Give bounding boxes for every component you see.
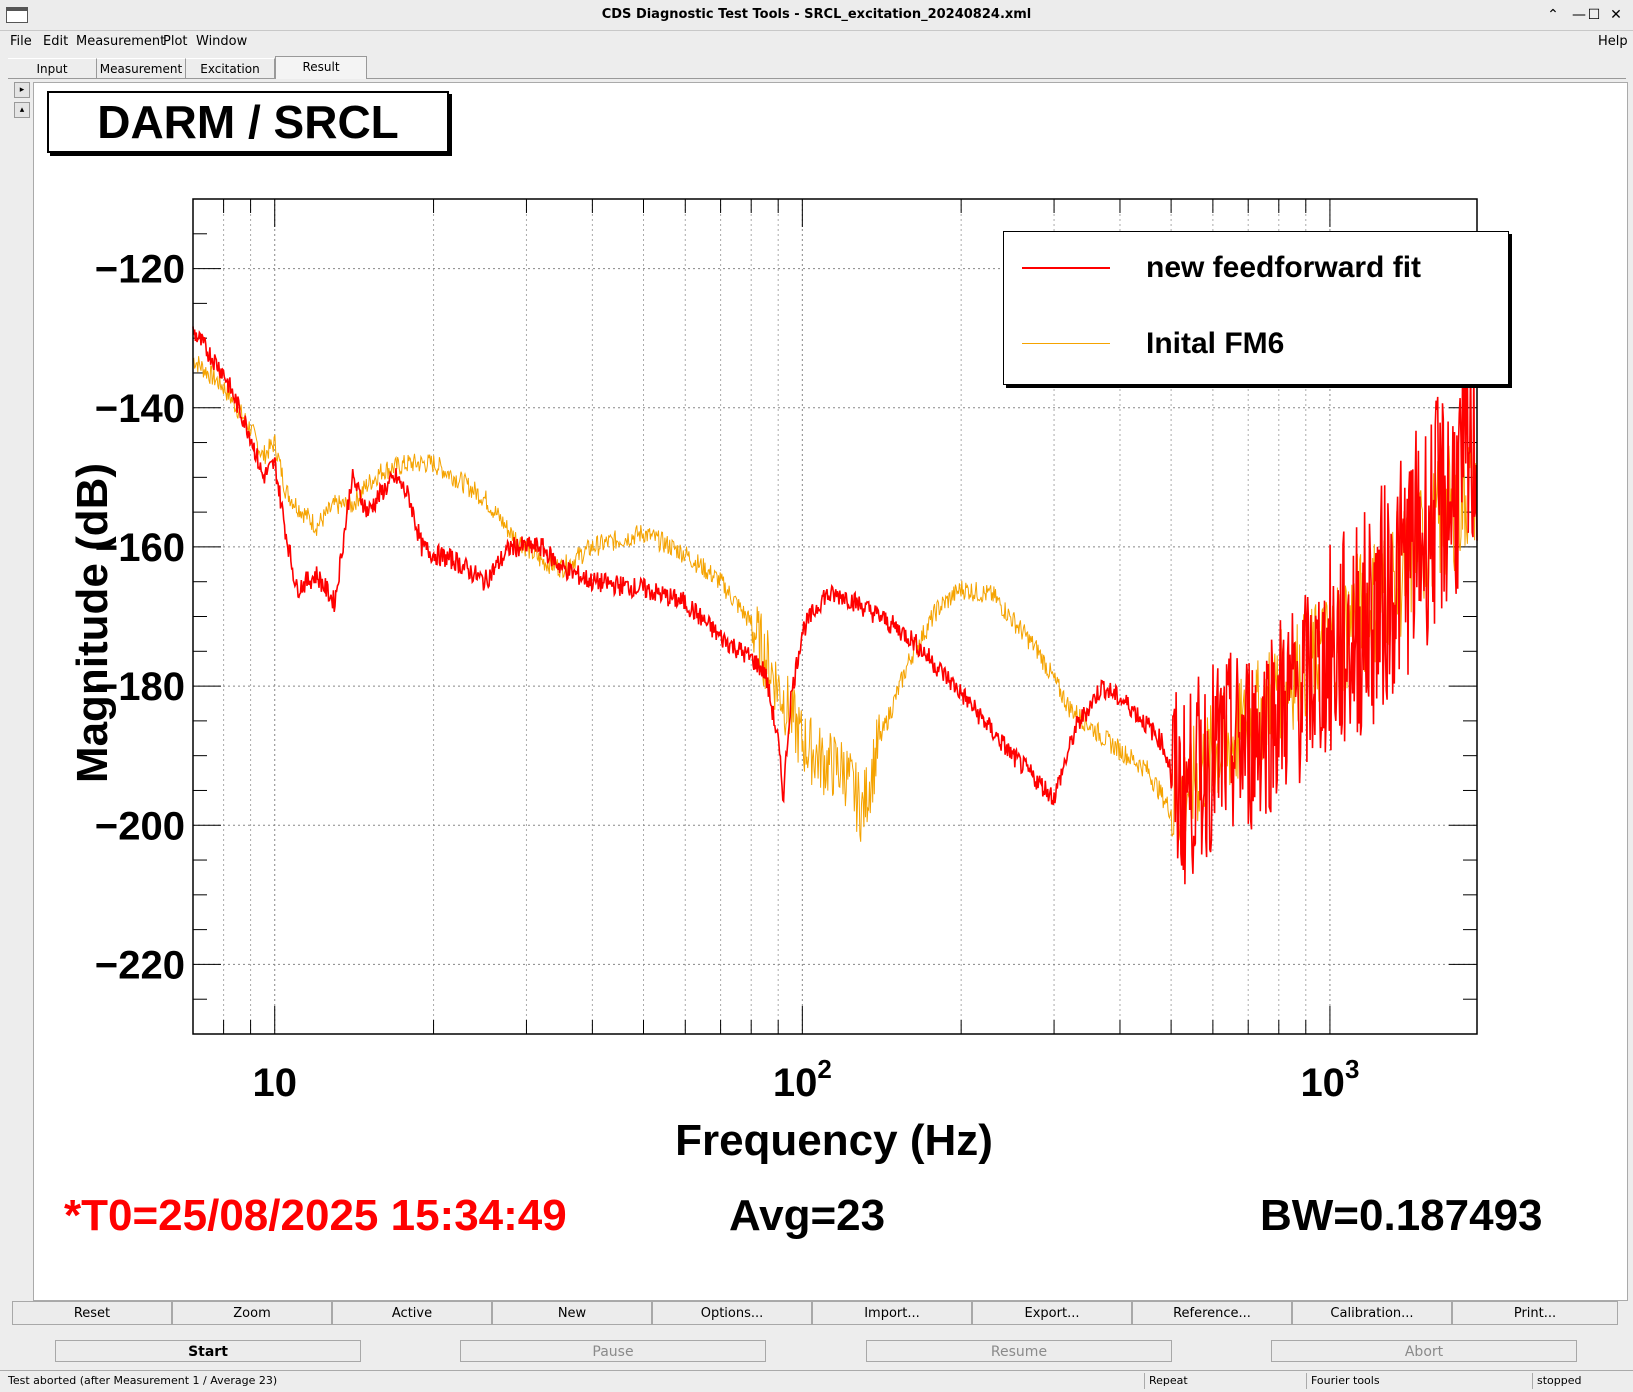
x-axis-title: Frequency (Hz) — [675, 1116, 993, 1165]
status-mode: Repeat — [1144, 1373, 1306, 1389]
y-tick-label: −120 — [95, 248, 185, 292]
y-tick-label: −220 — [95, 943, 185, 987]
menu-file[interactable]: File — [10, 34, 32, 49]
start-button[interactable]: Start — [55, 1340, 361, 1362]
pause-button[interactable]: Pause — [460, 1340, 766, 1362]
x-tick-label: 103 — [1300, 1054, 1359, 1105]
plot-frame — [192, 198, 1478, 1035]
status-bar: Test aborted (after Measurement 1 / Aver… — [0, 1370, 1633, 1391]
tab-bar: Input Measurement Excitation Result — [8, 56, 1626, 79]
legend-label-series-1: new feedforward fit — [1146, 251, 1422, 284]
legend-swatch-orange — [1022, 343, 1110, 344]
print-button[interactable]: Print... — [1452, 1301, 1618, 1325]
maximize-icon[interactable]: ☐ — [1587, 7, 1601, 23]
legend-swatch-red — [1022, 267, 1110, 269]
tab-result[interactable]: Result — [275, 56, 367, 79]
collapse-up-icon[interactable]: ▴ — [14, 102, 30, 118]
reset-button[interactable]: Reset — [12, 1301, 172, 1325]
abort-button[interactable]: Abort — [1271, 1340, 1577, 1362]
chart-legend: new feedforward fit Inital FM6 — [1003, 231, 1509, 385]
resume-button[interactable]: Resume — [866, 1340, 1172, 1362]
plot-toolbar: Reset Zoom Active New Options... Import.… — [12, 1299, 1626, 1325]
menu-measurement[interactable]: Measurement — [76, 34, 166, 49]
bandwidth-readout: BW=0.187493 — [1260, 1191, 1543, 1240]
export-button[interactable]: Export... — [972, 1301, 1132, 1325]
x-tick-label: 10 — [252, 1061, 297, 1105]
menu-bar: File Edit Measurement Plot Window Help — [0, 31, 1633, 53]
plot-title-box: DARM / SRCL — [47, 91, 449, 153]
series-new-feedforward-fit-line — [192, 326, 1478, 885]
y-tick-label: −200 — [95, 804, 185, 848]
window-titlebar: CDS Diagnostic Test Tools - SRCL_excitat… — [0, 0, 1633, 31]
t0-timestamp: *T0=25/08/2025 15:34:49 — [64, 1191, 567, 1240]
average-count: Avg=23 — [729, 1191, 886, 1240]
measurement-controls: Start Pause Resume Abort — [0, 1338, 1633, 1366]
new-button[interactable]: New — [492, 1301, 652, 1325]
window-icon — [6, 7, 28, 23]
shade-icon[interactable]: ⌃ — [1547, 7, 1559, 23]
x-tick-label: 102 — [773, 1054, 832, 1105]
menu-edit[interactable]: Edit — [43, 34, 69, 49]
menu-plot[interactable]: Plot — [163, 34, 188, 49]
expand-right-icon[interactable]: ▸ — [14, 82, 30, 98]
legend-label-series-2: Inital FM6 — [1146, 327, 1285, 360]
bode-magnitude-chart[interactable]: −120 −140 −160 −180 −200 −220 10 102 103 Frequenc… — [34, 83, 1627, 1300]
y-tick-label: −140 — [95, 387, 185, 431]
status-tool: Fourier tools — [1306, 1373, 1532, 1389]
minimize-icon[interactable]: — — [1572, 7, 1586, 23]
window-title: CDS Diagnostic Test Tools - SRCL_excitat… — [601, 7, 1032, 22]
status-state: stopped — [1532, 1373, 1629, 1389]
panel-side-controls: ▸ ▴ — [14, 82, 30, 122]
menu-help[interactable]: Help — [1598, 34, 1628, 49]
tab-input[interactable]: Input — [8, 58, 97, 79]
y-tick-label: −160 — [95, 526, 185, 570]
calibration-button[interactable]: Calibration... — [1292, 1301, 1452, 1325]
tab-measurement[interactable]: Measurement — [97, 58, 186, 79]
y-tick-label: −180 — [95, 665, 185, 709]
active-button[interactable]: Active — [332, 1301, 492, 1325]
status-message: Test aborted (after Measurement 1 / Aver… — [8, 1374, 278, 1387]
plot-panel[interactable]: DARM / SRCL −120 −140 −160 −180 −200 −220 10 10… — [33, 82, 1628, 1301]
menu-window[interactable]: Window — [196, 34, 248, 49]
close-icon[interactable]: ✕ — [1610, 7, 1622, 23]
options-button[interactable]: Options... — [652, 1301, 812, 1325]
tab-excitation[interactable]: Excitation — [186, 58, 275, 79]
reference-button[interactable]: Reference... — [1132, 1301, 1292, 1325]
y-axis-title: Magnitude (dB) — [68, 463, 117, 783]
zoom-button[interactable]: Zoom — [172, 1301, 332, 1325]
import-button[interactable]: Import... — [812, 1301, 972, 1325]
